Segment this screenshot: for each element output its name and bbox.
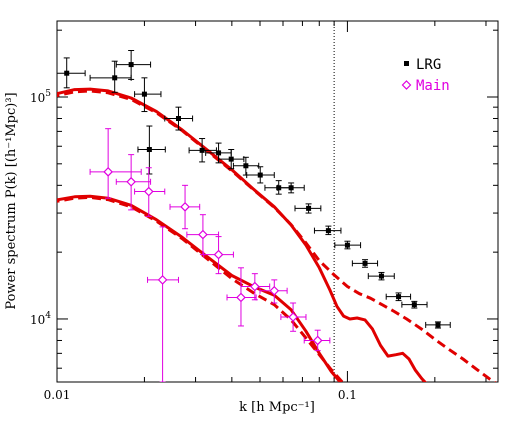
data-point-lrg: [57, 57, 86, 89]
square-marker: [378, 273, 384, 279]
x-tick-label: 0.1: [338, 388, 357, 402]
data-points: [57, 50, 451, 382]
data-point-main: [203, 236, 234, 275]
square-marker: [257, 172, 263, 178]
data-point-main: [89, 128, 142, 199]
legend: LRG Main: [401, 57, 450, 94]
square-marker: [411, 302, 417, 308]
diamond-marker: [213, 249, 224, 260]
y-tick-label: 104: [30, 311, 51, 327]
data-point-lrg: [294, 203, 322, 214]
diamond-marker: [312, 335, 323, 346]
data-point-lrg: [313, 225, 342, 236]
data-point-main: [169, 184, 201, 230]
data-point-lrg: [205, 142, 232, 164]
diamond-marker: [288, 312, 298, 322]
diamond-marker: [180, 201, 190, 212]
x-tick-label: 0.01: [44, 388, 71, 402]
square-marker: [228, 156, 234, 162]
data-point-main: [303, 329, 331, 352]
square-marker: [243, 163, 249, 169]
diamond-marker: [103, 167, 113, 177]
data-point-lrg: [134, 77, 162, 113]
data-point-lrg: [334, 240, 362, 250]
x-tick-labels: 0.01 0.1: [44, 388, 357, 402]
data-point-lrg: [425, 321, 451, 329]
square-marker: [141, 91, 147, 97]
data-point-lrg: [277, 182, 305, 194]
data-point-lrg: [164, 106, 194, 131]
data-point-lrg: [115, 50, 152, 80]
model-curve-lrg-solid: [57, 87, 427, 382]
square-marker: [112, 75, 118, 81]
y-tick-exponent: 5: [45, 89, 51, 99]
data-point-lrg: [385, 292, 412, 302]
square-marker: [288, 185, 294, 191]
diamond-marker: [236, 292, 246, 303]
square-marker: [64, 70, 70, 76]
data-point-main: [280, 302, 307, 332]
y-tick-labels: 104 105: [30, 89, 51, 327]
diamond-marker: [198, 229, 208, 240]
data-point-lrg: [137, 125, 166, 175]
y-tick-base: 10: [30, 91, 45, 105]
data-point-lrg: [367, 271, 395, 281]
diamond-marker: [126, 176, 136, 187]
square-marker: [325, 228, 331, 234]
data-point-main: [259, 279, 288, 304]
model-curve-main-dashed: [57, 195, 344, 382]
axis-ticks: [56, 21, 498, 382]
x-axis-title: k [h Mpc⁻¹]: [239, 400, 315, 415]
square-marker: [146, 147, 152, 153]
square-marker: [216, 150, 222, 156]
model-curve-main-solid: [57, 194, 343, 382]
data-point-lrg: [232, 156, 260, 176]
data-point-main: [226, 267, 257, 327]
square-marker: [306, 205, 312, 211]
square-marker: [344, 242, 350, 248]
legend-marker-lrg: [404, 61, 409, 66]
data-point-main: [186, 214, 220, 256]
model-curve-lrg-dashed: [57, 89, 497, 382]
legend-label-main: Main: [416, 78, 450, 94]
square-marker: [128, 62, 134, 68]
diamond-marker: [157, 275, 168, 285]
diamond-marker: [143, 186, 154, 197]
data-point-lrg: [401, 300, 428, 309]
y-axis-title: Power spectrum P(k) [(h⁻¹Mpc)³]: [4, 92, 19, 309]
data-point-lrg: [351, 259, 379, 268]
square-marker: [362, 260, 368, 266]
data-point-main: [134, 167, 166, 217]
data-point-lrg: [89, 60, 132, 93]
data-point-main: [240, 273, 271, 301]
square-marker: [396, 294, 402, 300]
y-tick-label: 105: [30, 89, 51, 105]
data-point-main: [115, 154, 152, 211]
diamond-marker: [269, 285, 280, 296]
legend-label-lrg: LRG: [416, 57, 441, 73]
data-point-main: [147, 226, 179, 382]
square-marker: [175, 116, 181, 122]
square-marker: [435, 322, 441, 328]
model-curves: [57, 87, 497, 382]
data-point-lrg: [246, 166, 275, 184]
y-tick-base: 10: [30, 313, 45, 327]
diamond-marker: [249, 281, 260, 292]
square-marker: [199, 147, 205, 153]
legend-marker-main: [401, 80, 412, 90]
y-tick-exponent: 4: [45, 311, 51, 321]
data-point-lrg: [188, 138, 217, 163]
